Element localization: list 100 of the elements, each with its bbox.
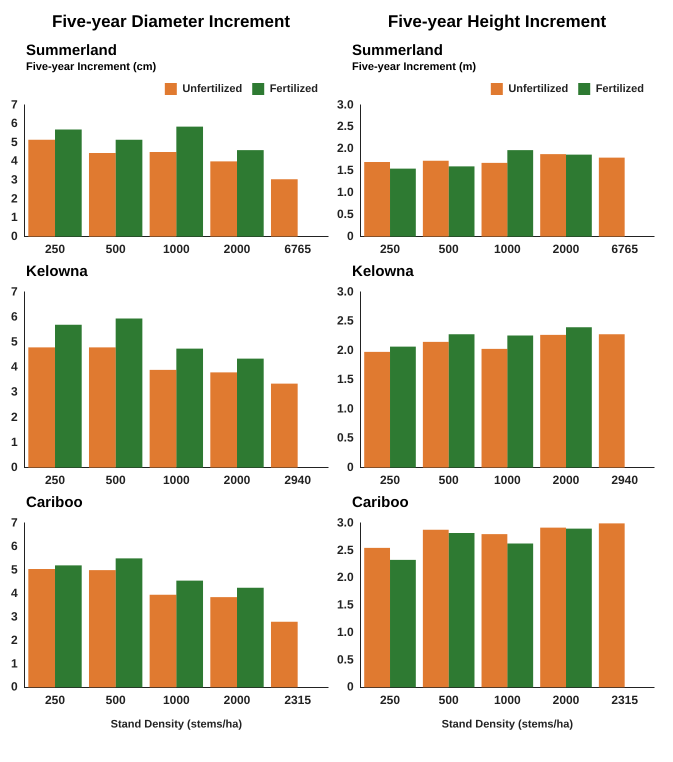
- y-tick-label: 5: [10, 134, 18, 149]
- y-tick-label: 5: [10, 562, 18, 576]
- y-tick-label: 2.5: [336, 314, 354, 328]
- chart-subtitle: Cariboo: [26, 494, 84, 511]
- bar: [364, 162, 390, 237]
- x-axis-title: Stand Density (stems/ha): [442, 718, 574, 730]
- x-tick-label: 2940: [284, 473, 312, 488]
- y-tick-label: 3.0: [336, 284, 354, 299]
- bar: [176, 348, 204, 468]
- bar: [507, 150, 534, 237]
- y-tick-label: 0.5: [336, 206, 354, 221]
- legend-label: Unfertilized: [182, 83, 242, 96]
- x-tick-label: 2000: [224, 242, 251, 256]
- bar: [598, 523, 625, 688]
- bar: [422, 530, 449, 688]
- bar: [237, 588, 264, 688]
- x-tick-label: 500: [438, 692, 460, 707]
- y-tick-label: 2.0: [336, 570, 354, 584]
- y-tick-label: 0: [346, 680, 354, 694]
- legend-label: Fertilized: [596, 83, 644, 96]
- bar: [28, 140, 56, 237]
- y-tick-label: 0: [10, 680, 18, 694]
- y-tick-label: 1.5: [336, 372, 354, 386]
- chart-subtitle: Cariboo: [352, 494, 410, 511]
- y-tick-label: 2.0: [336, 141, 354, 156]
- x-tick-label: 2000: [552, 473, 580, 488]
- x-tick-label: 1000: [494, 473, 522, 488]
- chart-title: Five-year Diameter Increment: [50, 12, 292, 32]
- x-tick-label: 2000: [552, 692, 580, 707]
- x-tick-label: 1000: [494, 242, 522, 256]
- bar: [270, 622, 298, 688]
- bar: [55, 129, 82, 237]
- y-tick-label: 1.0: [336, 185, 354, 200]
- bar: [210, 372, 237, 468]
- y-tick-label: 1.5: [336, 163, 354, 178]
- x-tick-label: 2940: [611, 473, 638, 488]
- bar: [237, 150, 264, 237]
- y-tick-label: 6: [10, 538, 18, 553]
- chart-title: Five-year Height Increment: [386, 12, 608, 32]
- bar: [210, 597, 237, 688]
- x-tick-label: 6765: [284, 242, 312, 256]
- y-tick-label: 3: [10, 172, 18, 187]
- x-tick-label: 1000: [162, 473, 190, 488]
- y-tick-label: 5: [10, 334, 18, 349]
- bar: [270, 179, 298, 237]
- chart-subtitle: Kelowna: [352, 263, 415, 280]
- x-tick-label: 250: [380, 692, 400, 707]
- y-tick-label: 2: [10, 410, 18, 424]
- bar: [482, 348, 508, 468]
- x-tick-label: 500: [106, 473, 126, 488]
- bar: [566, 154, 592, 237]
- x-tick-label: 250: [44, 242, 66, 256]
- y-tick-label: 7: [10, 97, 18, 112]
- bar: [422, 342, 449, 468]
- chart-subtitle: Summerland: [26, 42, 118, 59]
- x-tick-label: 2000: [224, 692, 251, 707]
- x-tick-label: 250: [380, 473, 400, 488]
- x-tick-label: 2315: [284, 692, 312, 707]
- bar: [116, 318, 142, 468]
- bar: [566, 327, 592, 468]
- y-tick-label: 0.5: [336, 430, 354, 445]
- y-tick-label: 1.0: [336, 401, 354, 416]
- y-tick-label: 0: [346, 228, 354, 243]
- x-tick-label: 2000: [552, 242, 580, 256]
- y-tick-label: 1.0: [336, 624, 354, 639]
- bar: [116, 140, 142, 237]
- bar: [150, 370, 176, 468]
- bar: [210, 161, 237, 237]
- y-tick-label: 7: [10, 516, 18, 530]
- y-tick-label: 0.5: [336, 652, 354, 666]
- bar: [448, 334, 474, 468]
- x-tick-label: 6765: [611, 242, 638, 256]
- bar: [598, 158, 625, 237]
- y-tick-label: 3.0: [336, 97, 354, 112]
- y-tick-label: 0: [10, 460, 18, 474]
- x-tick-label: 250: [44, 692, 66, 707]
- bar: [482, 534, 508, 688]
- x-tick-label: 250: [44, 473, 66, 488]
- bar: [482, 162, 508, 237]
- bar: [390, 168, 416, 237]
- y-tick-label: 6: [10, 310, 18, 324]
- y-tick-label: 1.5: [336, 598, 354, 612]
- y-tick-label: 1: [10, 434, 18, 449]
- bar: [364, 352, 390, 468]
- x-tick-label: 1000: [162, 692, 190, 707]
- y-tick-label: 0: [10, 228, 18, 243]
- x-tick-label: 1000: [162, 242, 190, 256]
- x-tick-label: 250: [380, 242, 400, 256]
- bar: [598, 334, 625, 468]
- y-tick-label: 3: [10, 609, 18, 624]
- x-tick-label: 500: [438, 242, 460, 256]
- bar: [507, 335, 534, 468]
- x-tick-label: 2315: [611, 692, 638, 707]
- chart-subtitle: Kelowna: [26, 263, 89, 280]
- bar: [422, 160, 449, 237]
- y-tick-label: 2: [10, 191, 18, 206]
- bar: [566, 528, 592, 688]
- y-tick-label: 7: [10, 284, 18, 299]
- bar: [55, 324, 82, 468]
- y-tick-label: 3.0: [336, 516, 354, 530]
